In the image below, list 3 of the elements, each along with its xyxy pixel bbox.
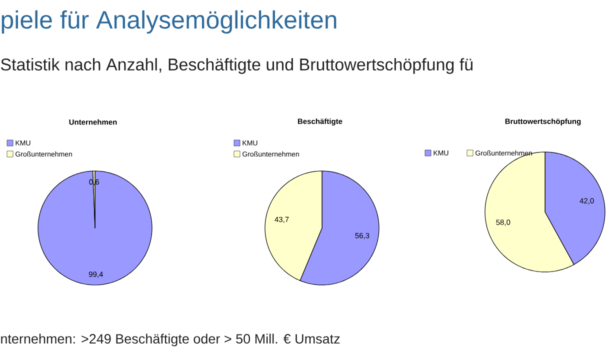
text: Statistik nach Anzahl, Beschäftigte und Bruttowertschöpfung fü [0, 58, 472, 74]
text: piele für Analysemöglichkeiten [2, 10, 336, 34]
text: nternehmen: >249 Beschäftigte oder > 50 Mill. € Umsatz [1, 334, 340, 346]
